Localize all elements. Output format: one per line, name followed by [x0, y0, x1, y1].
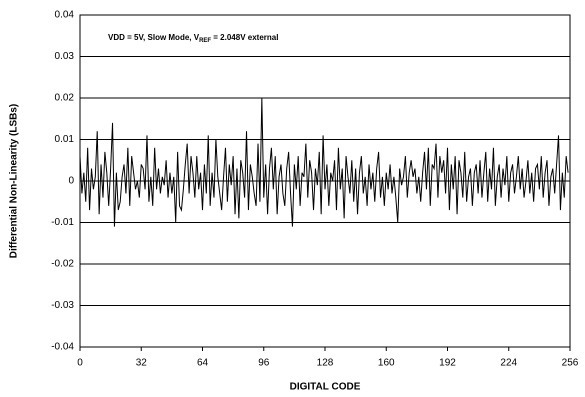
x-tick-label: 0 — [77, 358, 83, 369]
y-tick-label: 0.02 — [55, 93, 75, 104]
y-tick-label: 0.04 — [55, 10, 75, 21]
x-tick-label: 128 — [317, 358, 334, 369]
y-tick-label: -0.02 — [51, 259, 74, 270]
x-tick-label: 160 — [378, 358, 395, 369]
x-tick-label: 256 — [562, 358, 579, 369]
x-tick-label: 192 — [439, 358, 456, 369]
annotation: VDD = 5V, Slow Mode, VREF = 2.048V exter… — [108, 33, 278, 43]
x-tick-label: 96 — [258, 358, 270, 369]
x-tick-label: 64 — [197, 358, 209, 369]
y-tick-label: -0.03 — [51, 300, 74, 311]
data-line — [79, 97, 569, 227]
y-tick-label: 0 — [68, 176, 74, 187]
y-tick-label: 0.01 — [55, 134, 75, 145]
y-tick-label: -0.04 — [51, 342, 74, 353]
y-tick-label: 0.03 — [55, 51, 75, 62]
y-axis-label: Differential Non-Linearity (LSBs) — [9, 104, 20, 258]
x-tick-label: 32 — [136, 358, 148, 369]
x-axis-label: DIGITAL CODE — [290, 382, 361, 393]
x-tick-label: 224 — [500, 358, 517, 369]
y-tick-label: -0.01 — [51, 217, 74, 228]
